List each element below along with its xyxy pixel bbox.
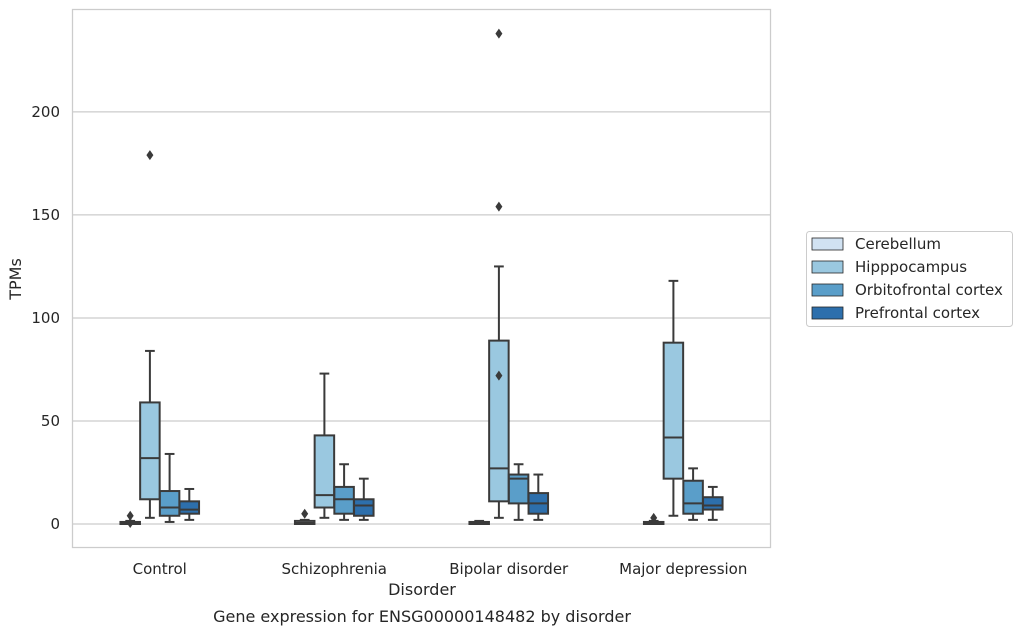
box-cerebellum-major-depression — [642, 512, 665, 526]
box-iqr — [702, 496, 724, 511]
legend-swatch-cerebellum — [811, 237, 844, 251]
box-hipppocampus-major-depression — [662, 279, 685, 517]
box-hipppocampus-schizophrenia — [313, 372, 336, 519]
box-iqr — [507, 473, 530, 505]
boxes — [119, 28, 724, 528]
box-orbitofrontal-cortex-bipolar-disorder — [507, 463, 530, 521]
box-iqr — [353, 498, 375, 517]
outlier-point — [495, 28, 503, 39]
legend-swatch-orbitofrontal — [811, 283, 844, 297]
box-iqr — [178, 500, 201, 515]
outlier-point — [495, 201, 503, 212]
box-prefrontal-cortex-control — [178, 487, 201, 521]
chart-caption: Gene expression for ENSG00000148482 by d… — [213, 607, 631, 626]
box-prefrontal-cortex-major-depression — [702, 485, 724, 521]
box-prefrontal-cortex-schizophrenia — [353, 477, 375, 521]
legend-label-prefrontal: Prefrontal cortex — [855, 304, 980, 322]
box-orbitofrontal-cortex-schizophrenia — [333, 463, 355, 521]
box-iqr — [313, 434, 336, 509]
y-tick-label: 150 — [31, 206, 60, 224]
outlier-point — [301, 508, 309, 519]
outlier-point — [146, 150, 154, 161]
x-tick-labels: Control Schizophrenia Bipolar disorder Majo… — [133, 560, 748, 578]
y-tick-label: 200 — [31, 103, 60, 121]
box-cerebellum-control — [119, 510, 141, 528]
x-tick-label: Bipolar disorder — [449, 560, 569, 578]
box-iqr — [158, 490, 181, 517]
legend-label-orbitofrontal: Orbitofrontal cortex — [855, 281, 1003, 299]
x-tick-label: Major depression — [619, 560, 747, 578]
legend: Cerebellum Hipppocampus Orbitofrontal co… — [806, 231, 1013, 327]
box-orbitofrontal-cortex-major-depression — [682, 467, 704, 521]
box-hipppocampus-bipolar-disorder — [488, 28, 510, 519]
box-iqr — [662, 341, 685, 480]
plot-frame — [71, 8, 772, 549]
y-tick-label: 100 — [31, 309, 60, 327]
y-tick-label: 50 — [41, 412, 60, 430]
legend-swatch-prefrontal — [811, 306, 844, 320]
legend-label-cerebellum: Cerebellum — [855, 235, 941, 253]
outlier-point — [126, 517, 134, 528]
x-tick-label: Control — [133, 560, 187, 578]
box-prefrontal-cortex-bipolar-disorder — [527, 473, 550, 521]
box-hipppocampus-control — [139, 150, 161, 519]
box-iqr — [682, 479, 704, 515]
box-iqr — [139, 401, 161, 501]
legend-label-hippocampus: Hipppocampus — [855, 258, 967, 276]
box-orbitofrontal-cortex-control — [158, 452, 181, 523]
outlier-point — [495, 370, 503, 381]
x-axis-title: Disorder — [388, 580, 456, 599]
outlier-point — [126, 510, 134, 521]
y-tick-labels: 0 50 100 150 200 — [31, 103, 60, 533]
box-iqr — [333, 485, 355, 515]
box-iqr — [488, 339, 510, 503]
box-cerebellum-bipolar-disorder — [468, 519, 490, 526]
x-tick-label: Schizophrenia — [282, 560, 387, 578]
box-cerebellum-schizophrenia — [293, 508, 316, 525]
y-axis-title: TPMs — [6, 258, 25, 301]
outlier-point — [650, 512, 658, 523]
y-tick-label: 0 — [50, 515, 60, 533]
legend-swatch-hippocampus — [811, 260, 844, 274]
legend-frame — [806, 231, 1013, 327]
